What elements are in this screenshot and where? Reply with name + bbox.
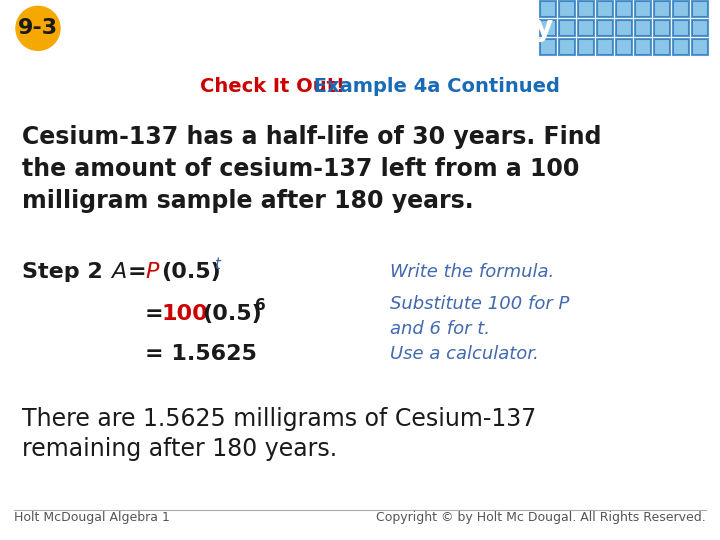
FancyBboxPatch shape: [559, 1, 575, 17]
Text: $A$: $A$: [110, 262, 127, 282]
Text: 6: 6: [255, 298, 266, 313]
Text: remaining after 180 years.: remaining after 180 years.: [22, 437, 337, 461]
FancyBboxPatch shape: [673, 19, 689, 36]
FancyBboxPatch shape: [540, 39, 556, 55]
FancyBboxPatch shape: [578, 39, 594, 55]
Text: $t$: $t$: [214, 256, 222, 272]
Text: Copyright © by Holt Mc Dougal. All Rights Reserved.: Copyright © by Holt Mc Dougal. All Right…: [377, 511, 706, 524]
Text: There are 1.5625 milligrams of Cesium-137: There are 1.5625 milligrams of Cesium-13…: [22, 407, 536, 431]
Text: milligram sample after 180 years.: milligram sample after 180 years.: [22, 188, 474, 213]
Text: =: =: [128, 262, 147, 282]
Text: 9-3: 9-3: [18, 18, 58, 38]
FancyBboxPatch shape: [540, 1, 556, 17]
FancyBboxPatch shape: [692, 19, 708, 36]
FancyBboxPatch shape: [578, 19, 594, 36]
Text: (0.5): (0.5): [202, 303, 262, 323]
Text: Check It Out!: Check It Out!: [200, 77, 345, 96]
Text: the amount of cesium-137 left from a 100: the amount of cesium-137 left from a 100: [22, 157, 580, 181]
FancyBboxPatch shape: [635, 1, 651, 17]
FancyBboxPatch shape: [654, 39, 670, 55]
Text: 100: 100: [162, 303, 209, 323]
FancyBboxPatch shape: [616, 19, 632, 36]
Text: (0.5): (0.5): [161, 262, 221, 282]
Text: Use a calculator.: Use a calculator.: [390, 345, 539, 363]
FancyBboxPatch shape: [597, 1, 613, 17]
FancyBboxPatch shape: [559, 39, 575, 55]
FancyBboxPatch shape: [635, 19, 651, 36]
FancyBboxPatch shape: [654, 19, 670, 36]
Text: Step 2: Step 2: [22, 262, 103, 282]
FancyBboxPatch shape: [559, 19, 575, 36]
FancyBboxPatch shape: [673, 39, 689, 55]
Text: Example 4a Continued: Example 4a Continued: [307, 77, 560, 96]
FancyBboxPatch shape: [616, 1, 632, 17]
Circle shape: [16, 6, 60, 50]
FancyBboxPatch shape: [692, 1, 708, 17]
Text: Exponential Growth and Decay: Exponential Growth and Decay: [72, 15, 553, 42]
Text: = 1.5625: = 1.5625: [145, 343, 257, 364]
FancyBboxPatch shape: [692, 39, 708, 55]
Text: Cesium-137 has a half-life of 30 years. Find: Cesium-137 has a half-life of 30 years. …: [22, 125, 601, 148]
FancyBboxPatch shape: [616, 39, 632, 55]
Text: Holt McDougal Algebra 1: Holt McDougal Algebra 1: [14, 511, 170, 524]
Text: Substitute 100 for P: Substitute 100 for P: [390, 295, 570, 313]
Text: $P$: $P$: [145, 262, 161, 282]
Text: and 6 for t.: and 6 for t.: [390, 320, 490, 338]
FancyBboxPatch shape: [540, 19, 556, 36]
FancyBboxPatch shape: [597, 39, 613, 55]
FancyBboxPatch shape: [635, 39, 651, 55]
Text: =: =: [145, 303, 163, 323]
FancyBboxPatch shape: [597, 19, 613, 36]
FancyBboxPatch shape: [673, 1, 689, 17]
Text: Write the formula.: Write the formula.: [390, 262, 554, 281]
FancyBboxPatch shape: [654, 1, 670, 17]
FancyBboxPatch shape: [578, 1, 594, 17]
